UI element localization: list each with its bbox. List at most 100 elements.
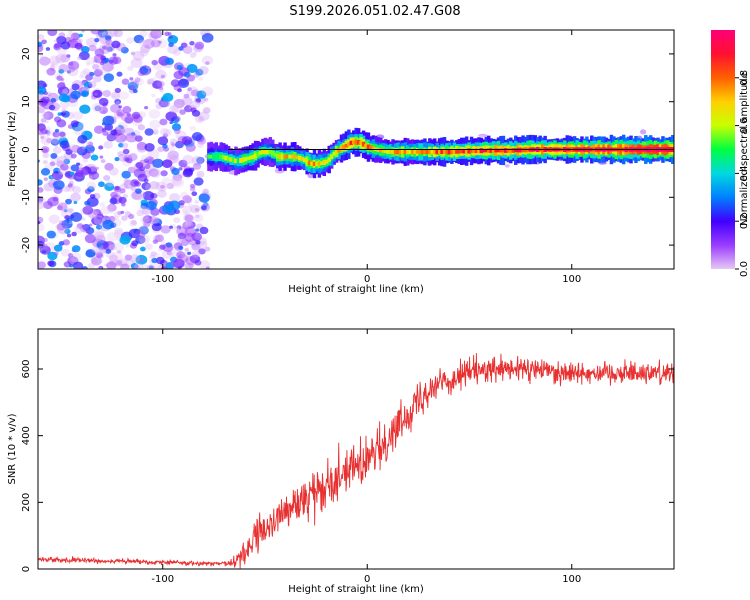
noise-blob xyxy=(169,225,173,229)
ridge-cell xyxy=(266,149,270,155)
noise-blob xyxy=(189,41,195,46)
noise-blob xyxy=(148,109,161,119)
noise-blob xyxy=(130,263,139,269)
noise-blob xyxy=(98,181,105,188)
noise-blob xyxy=(151,257,158,264)
noise-blob xyxy=(86,140,94,148)
noise-blob xyxy=(78,33,83,38)
noise-blob xyxy=(190,107,197,113)
ridge-cell xyxy=(369,145,373,151)
noise-blob xyxy=(139,49,149,57)
noise-blob xyxy=(98,145,104,150)
noise-blob xyxy=(178,46,184,51)
noise-blob xyxy=(104,123,114,131)
noise-blob xyxy=(183,213,195,223)
ridge-cell xyxy=(278,154,282,159)
ridge-cell xyxy=(396,149,400,155)
noise-blob xyxy=(41,96,50,104)
ridge-cell xyxy=(423,149,427,155)
noise-blob xyxy=(199,158,205,163)
noise-blob xyxy=(66,54,71,58)
noise-blob xyxy=(186,63,198,73)
noise-blob xyxy=(60,208,73,218)
noise-blob xyxy=(176,225,182,230)
noise-blob xyxy=(68,208,74,213)
noise-blob xyxy=(115,100,121,105)
noise-blob xyxy=(176,251,186,259)
noise-blob xyxy=(114,87,121,94)
ridge-cell xyxy=(217,154,221,160)
noise-blob xyxy=(56,155,69,166)
ridge-cell xyxy=(263,149,268,155)
noise-blob xyxy=(144,128,154,136)
noise-blob xyxy=(113,242,125,252)
colorbar-tick-label: 0.6 xyxy=(739,118,750,134)
noise-blob xyxy=(114,186,120,191)
noise-blob xyxy=(82,157,89,163)
noise-blob xyxy=(155,98,162,104)
ridge-cell xyxy=(518,147,523,153)
noise-blob xyxy=(134,77,141,83)
noise-blob xyxy=(140,246,146,252)
noise-blob xyxy=(38,107,44,114)
noise-blob xyxy=(171,123,182,131)
noise-blob xyxy=(155,69,167,80)
noise-blob xyxy=(177,232,186,240)
noise-blob xyxy=(144,156,155,165)
ridge-cell xyxy=(214,154,219,159)
noise-blob xyxy=(186,86,199,97)
noise-blob xyxy=(93,215,106,226)
noise-blob xyxy=(160,128,170,136)
noise-blob xyxy=(144,105,149,110)
ridge-cell xyxy=(275,154,280,159)
noise-blob xyxy=(133,34,144,44)
ridge-cell xyxy=(450,149,454,155)
noise-blob xyxy=(173,115,181,122)
ridge-cell xyxy=(383,149,388,154)
noise-blob xyxy=(99,61,105,66)
ridge-cell xyxy=(464,148,469,154)
noise-blob xyxy=(98,106,109,115)
noise-blob xyxy=(120,263,130,269)
noise-blob xyxy=(118,142,124,148)
noise-blob xyxy=(38,105,46,114)
noise-blob xyxy=(56,205,63,211)
noise-blob xyxy=(191,155,204,166)
noise-blob xyxy=(137,257,145,263)
noise-blob xyxy=(118,91,129,100)
ridge-cell xyxy=(241,157,246,163)
noise-blob xyxy=(100,55,107,61)
noise-blob xyxy=(173,98,185,109)
noise-blob xyxy=(40,118,47,123)
noise-blob xyxy=(152,80,163,89)
noise-blob xyxy=(117,111,123,117)
noise-blob xyxy=(94,48,105,57)
noise-blob xyxy=(44,120,49,124)
ridge-cell xyxy=(474,148,479,154)
noise-blob xyxy=(140,44,151,54)
noise-blob xyxy=(156,80,165,88)
noise-blob xyxy=(151,262,163,269)
noise-blob xyxy=(98,212,103,216)
noise-blob xyxy=(201,55,214,66)
noise-blob xyxy=(69,143,78,152)
noise-blob xyxy=(196,156,205,164)
noise-blob xyxy=(155,181,167,192)
ridge-cell xyxy=(295,155,300,160)
noise-blob xyxy=(112,53,117,57)
ridge-cell xyxy=(219,154,223,159)
noise-blob xyxy=(97,63,109,73)
noise-blob xyxy=(43,111,54,120)
noise-blob xyxy=(95,247,104,255)
noise-blob xyxy=(43,182,54,192)
noise-blob xyxy=(60,41,71,50)
ridge-cell xyxy=(442,149,447,155)
noise-blob xyxy=(43,91,48,96)
ridge-cell xyxy=(251,154,255,159)
noise-blob xyxy=(102,31,107,35)
noise-blob xyxy=(63,158,70,165)
noise-blob xyxy=(46,132,51,136)
noise-blob xyxy=(55,223,63,230)
spectrogram-x-ticks: -100 0 100 xyxy=(151,30,581,285)
noise-blob xyxy=(102,130,109,136)
